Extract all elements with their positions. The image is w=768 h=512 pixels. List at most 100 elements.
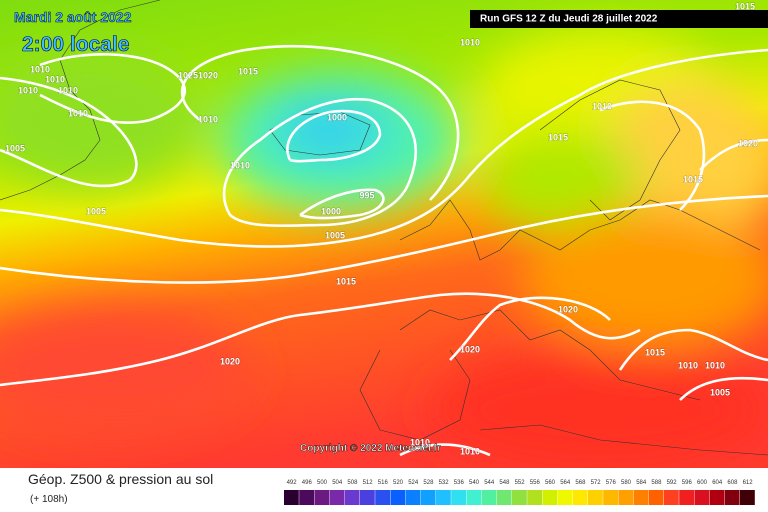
legend-label: 600: [697, 480, 708, 486]
legend-label: 544: [484, 480, 495, 486]
legend-swatch: [542, 490, 558, 505]
legend-swatch: [496, 490, 512, 505]
isobar-label: 1015: [548, 132, 568, 142]
isobar-label: 1010: [410, 437, 430, 447]
isobar-label: 1005: [325, 230, 345, 240]
legend-label: 504: [332, 480, 343, 486]
legend-label: 596: [682, 480, 693, 486]
legend-swatch: [557, 490, 573, 505]
legend-swatch: [481, 490, 497, 505]
isobar-label: 1020: [220, 356, 240, 366]
isobar-label: 1010: [678, 360, 698, 370]
legend-swatch: [314, 490, 330, 505]
isobar-label: 1020: [558, 304, 578, 314]
legend-label: 556: [530, 480, 541, 486]
legend-swatch: [664, 490, 679, 505]
isobar-label: 1010: [18, 85, 38, 95]
legend-label: 520: [393, 480, 404, 486]
legend-label: 524: [408, 480, 419, 486]
legend-swatch: [633, 490, 649, 505]
legend-label: 552: [515, 480, 526, 486]
legend-label: 588: [651, 480, 662, 486]
legend-label: 584: [636, 480, 647, 486]
date: Mardi 2 août 2022: [14, 9, 132, 25]
time: 2:00 locale: [22, 33, 129, 56]
legend-label: 536: [454, 480, 465, 486]
isobar-label: 995: [359, 190, 374, 200]
legend-swatch: [329, 490, 345, 505]
legend-swatch: [588, 490, 603, 505]
legend-swatch: [451, 490, 466, 505]
legend-swatch: [390, 490, 406, 505]
isobar-label: 1020: [460, 344, 480, 354]
legend-label: 496: [302, 480, 313, 486]
footer-title: Géop. Z500 & pression au sol: [28, 471, 213, 487]
legend-swatch: [405, 490, 421, 505]
legend-swatch: [344, 490, 360, 505]
legend-label: 508: [347, 480, 358, 486]
legend-swatch: [360, 490, 375, 505]
legend-swatch: [299, 490, 314, 505]
legend-swatch: [512, 490, 527, 505]
legend-swatch: [709, 490, 725, 505]
legend-swatch: [420, 490, 436, 505]
legend-swatch: [740, 490, 755, 505]
isobar-label: 1000: [327, 112, 347, 122]
legend-label: 568: [575, 480, 586, 486]
legend-label: 512: [363, 480, 374, 486]
legend-swatch: [724, 490, 740, 505]
legend-swatch: [694, 490, 710, 505]
legend-swatch: [572, 490, 588, 505]
legend-label: 528: [423, 480, 434, 486]
legend-label: 612: [743, 480, 754, 486]
legend-label: 576: [606, 480, 617, 486]
legend-label: 532: [439, 480, 450, 486]
isobar-label: 1015: [735, 1, 755, 11]
field: [0, 0, 768, 470]
isobar-label: 1015: [645, 347, 665, 357]
isobar-label: 1010: [460, 446, 480, 456]
legend-label: 604: [712, 480, 723, 486]
legend-swatch: [648, 490, 664, 505]
isobar-label: 1005: [86, 206, 106, 216]
isobar-label: 1010: [58, 85, 78, 95]
legend-swatch: [527, 490, 542, 505]
run-label: Run GFS 12 Z du Jeudi 28 juillet 2022: [480, 14, 658, 25]
isobar-label: 1010: [45, 74, 65, 84]
legend-label: 560: [545, 480, 556, 486]
legend-label: 548: [499, 480, 510, 486]
isobar-label: 1010: [68, 108, 88, 118]
isobar-label: 1005: [5, 143, 25, 153]
legend-label: 580: [621, 480, 632, 486]
coastlines: [0, 0, 768, 456]
legend-label: 492: [287, 480, 298, 486]
isobar-label: 1010: [30, 64, 50, 74]
legend-label: 592: [667, 480, 678, 486]
legend-swatch: [603, 490, 618, 505]
isobar-label: 1010: [705, 360, 725, 370]
legend-label: 608: [727, 480, 738, 486]
legend-swatch: [466, 490, 482, 505]
footer-lead: (+ 108h): [30, 494, 68, 505]
legend-swatch: [436, 490, 451, 505]
legend-swatch: [618, 490, 634, 505]
legend-label: 500: [317, 480, 328, 486]
legend-label: 516: [378, 480, 389, 486]
isobar-label: 1000: [321, 206, 341, 216]
run-box: [470, 10, 768, 28]
legend-swatch: [679, 490, 694, 505]
copyright: Copyright © 2022 Meteociel.fr: [300, 443, 441, 454]
legend-label: 540: [469, 480, 480, 486]
isobar-label: 1015: [238, 66, 258, 76]
isobar-label: 1020: [198, 70, 218, 80]
isobar-label: 1010: [592, 101, 612, 111]
isobar-label: 1025: [178, 70, 198, 80]
isobars: [0, 44, 768, 457]
isobar-label: 1015: [683, 174, 703, 184]
isobar-label: 1010: [198, 114, 218, 124]
legend-swatch: [375, 490, 390, 505]
legend: 492 496 500 504 508 512 516 520 524 528 532 536 540 5…: [284, 480, 755, 505]
